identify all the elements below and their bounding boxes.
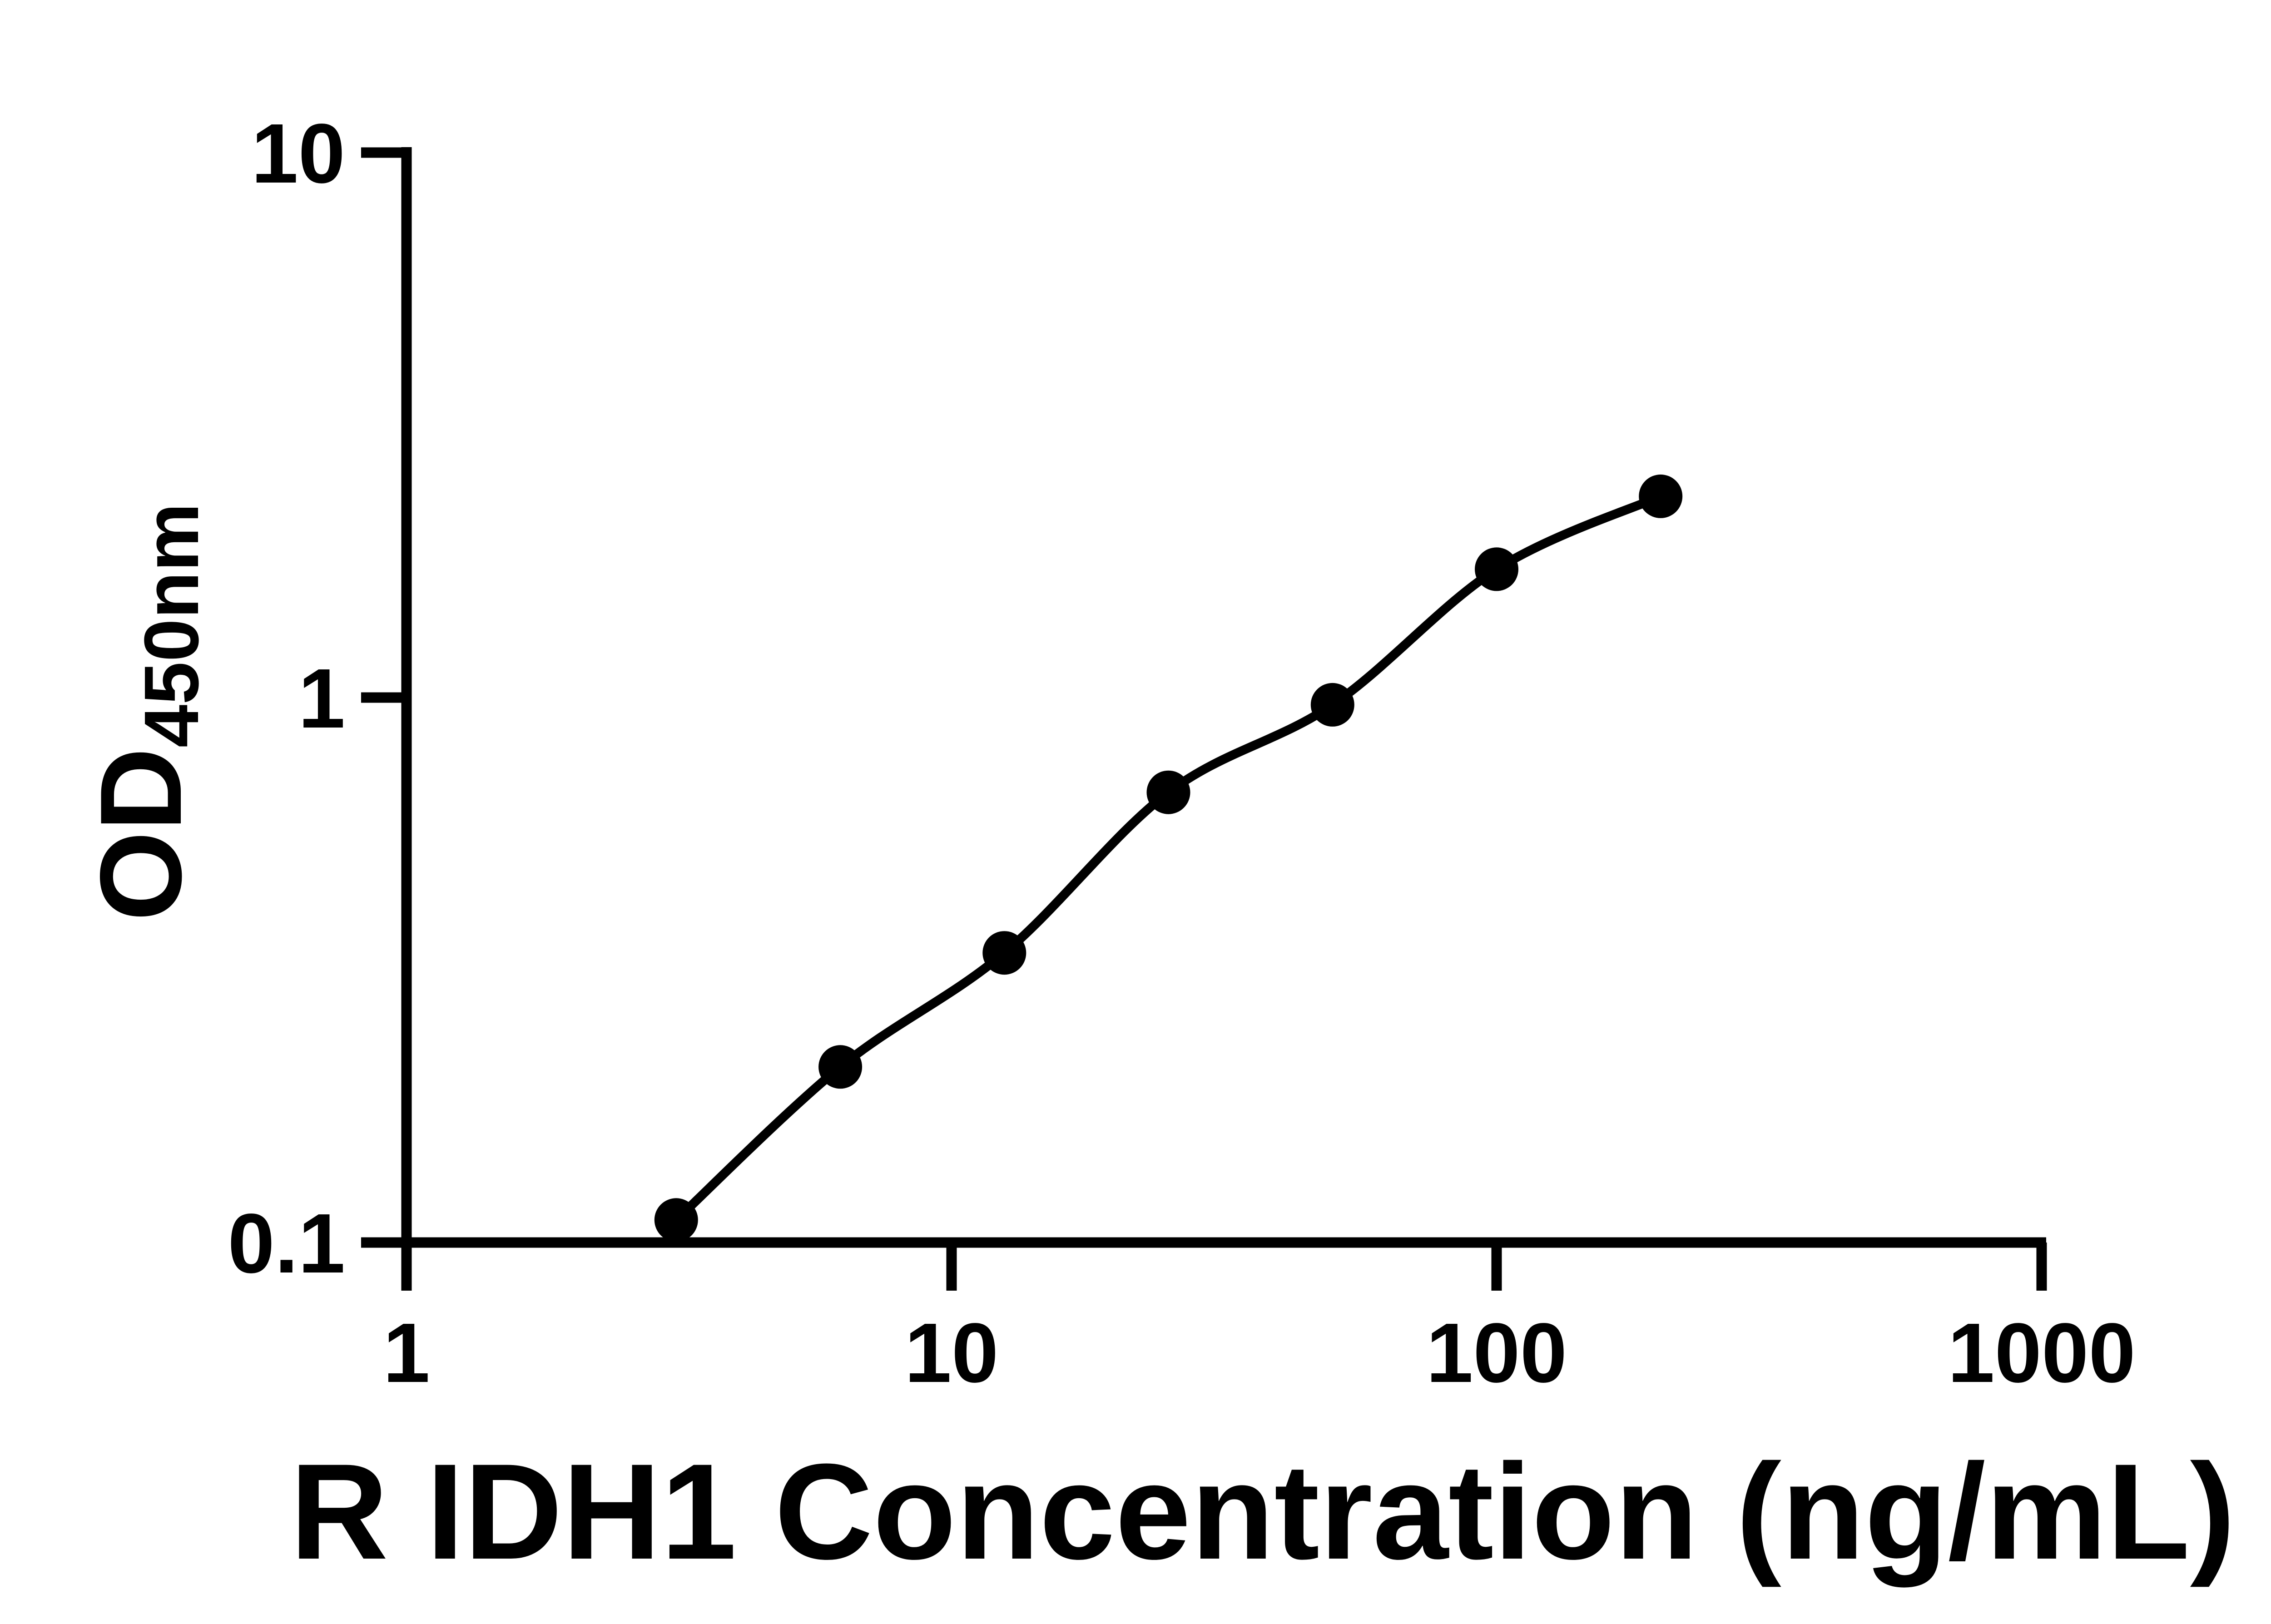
- data-point: [1475, 547, 1518, 591]
- x-axis-tick-label: 10: [905, 1306, 999, 1400]
- y-axis-tick-label: 10: [251, 107, 345, 201]
- data-point: [654, 1198, 698, 1242]
- y-axis-title: OD450nm: [76, 503, 215, 921]
- y-axis-tick-label: 0.1: [228, 1197, 345, 1291]
- x-axis-tick-label: 1000: [1948, 1306, 2136, 1400]
- data-point: [1310, 683, 1354, 727]
- x-axis-tick-label: 100: [1426, 1306, 1567, 1400]
- data-point: [1639, 474, 1683, 518]
- x-axis-title: R IDH1 Concentration (ng/mL): [290, 1435, 2235, 1589]
- fit-curve: [671, 491, 1666, 1225]
- y-axis-title-main: OD: [76, 748, 206, 921]
- y-axis-tick-label: 1: [298, 652, 345, 746]
- data-point: [1146, 770, 1190, 814]
- data-point: [982, 931, 1026, 975]
- y-axis-title-subscript: 450nm: [129, 503, 215, 748]
- data-point: [818, 1045, 863, 1089]
- x-axis-tick-label: 1: [383, 1306, 430, 1400]
- plot-area: 0.1 1 10 1 10 100 1000: [228, 107, 2135, 1400]
